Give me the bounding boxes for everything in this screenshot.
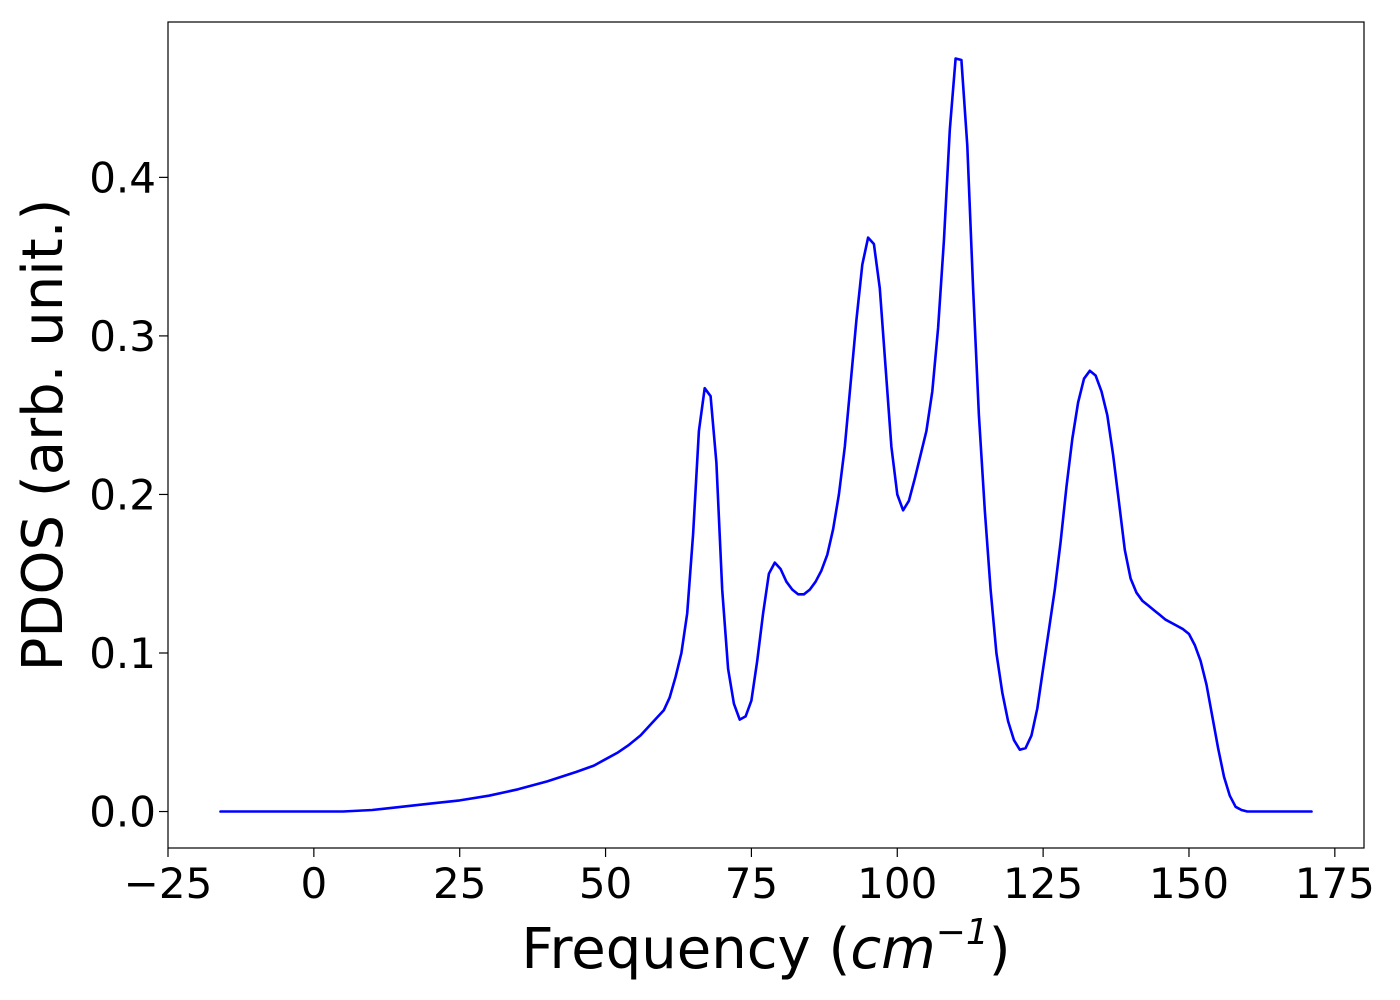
x-tick-label: 75 — [725, 859, 778, 908]
x-axis-label-unit: cm — [850, 917, 935, 982]
y-axis: 0.0 0.1 0.2 0.3 0.4 — [89, 153, 168, 837]
y-tick-label: 0.3 — [89, 312, 156, 361]
axes-frame — [167, 21, 1365, 849]
x-tick-label: 125 — [1003, 859, 1083, 908]
y-tick-label: 0.1 — [89, 629, 156, 678]
y-tick-label: 0.0 — [89, 788, 156, 837]
x-tick-label: 0 — [300, 859, 327, 908]
x-tick-label: −25 — [124, 859, 213, 908]
x-tick-label: 25 — [433, 859, 486, 908]
y-axis-label: PDOS (arb. unit.) — [11, 199, 76, 672]
plot-area — [219, 57, 1313, 813]
x-tick-label: 100 — [857, 859, 937, 908]
x-axis-label-suffix: ) — [989, 917, 1011, 982]
x-axis-label-exponent: −1 — [936, 912, 989, 953]
x-axis-label: Frequency (cm−1) — [521, 912, 1010, 982]
y-tick-label: 0.4 — [89, 153, 156, 202]
pdos-series-line — [219, 57, 1313, 813]
x-tick-label: 50 — [579, 859, 632, 908]
x-axis-label-prefix: Frequency ( — [521, 917, 850, 982]
x-tick-label: 150 — [1149, 859, 1229, 908]
y-tick-label: 0.2 — [89, 470, 156, 519]
x-tick-label: 175 — [1295, 859, 1375, 908]
x-axis: −25 0 25 50 75 100 125 150 175 — [124, 848, 1375, 908]
